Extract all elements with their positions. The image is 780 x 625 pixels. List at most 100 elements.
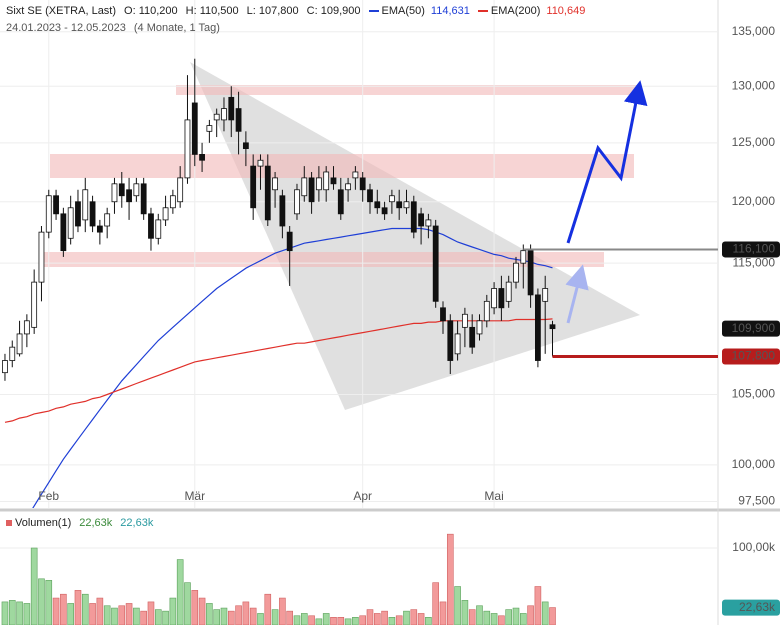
volume-bar	[176, 559, 184, 625]
candle-body	[140, 183, 147, 215]
y-tick-label: 115,000	[733, 255, 776, 269]
volume-bar	[242, 601, 250, 625]
candle-body	[133, 183, 140, 197]
candle-body	[418, 213, 424, 227]
candle-body	[169, 195, 176, 209]
candle-body	[520, 250, 527, 264]
candle-body	[476, 320, 483, 335]
candle-body	[235, 108, 242, 132]
candle-body	[279, 195, 286, 227]
volume-label: Volumen(1)	[15, 517, 72, 529]
volume-bar	[1, 601, 9, 625]
volume-bar	[45, 580, 53, 625]
candle-body	[272, 177, 278, 191]
volume-bar	[476, 605, 483, 625]
volume-bar	[96, 597, 104, 625]
volume-bar	[454, 586, 461, 625]
candle-body	[162, 207, 169, 221]
y-tick-label: 135,000	[732, 24, 776, 38]
volume-bar	[512, 607, 520, 625]
volume-bar	[133, 607, 140, 625]
candle-body	[308, 177, 315, 203]
candle-body	[469, 326, 476, 348]
candle-body	[45, 195, 52, 233]
volume-bar	[461, 600, 469, 625]
header-line: Sixt SE (XETRA, Last) O: 110,200 H: 110,…	[6, 5, 585, 17]
volume-bar	[527, 605, 534, 625]
candle-body	[242, 142, 249, 150]
volume-bar	[468, 609, 476, 625]
y-tick-label: 97,500	[738, 494, 775, 508]
triangle-pattern	[190, 62, 640, 410]
volume-bar	[330, 617, 337, 625]
legend-label: EMA(200)	[490, 5, 541, 17]
volume-bar	[235, 605, 242, 625]
volume-bar	[249, 607, 257, 625]
volume-bar	[206, 603, 213, 625]
candle-body	[483, 300, 490, 322]
candle-body	[440, 307, 446, 322]
candle-body	[96, 225, 103, 233]
last-volume-label: 22,63k	[739, 600, 776, 614]
volume-bar	[147, 601, 155, 625]
price-plot	[0, 0, 718, 508]
ema-line	[32, 227, 553, 508]
legend-swatch	[368, 10, 379, 13]
annotations	[40, 62, 640, 410]
volume-bar	[410, 609, 418, 625]
volume-bar	[498, 615, 505, 625]
candle-body	[53, 195, 59, 215]
volume-bar	[483, 610, 491, 625]
candle-body	[191, 102, 198, 155]
x-tick-label: Mär	[184, 489, 205, 503]
volume-header: Volumen(1) 22,63k 22,63k	[6, 517, 153, 529]
volume-bar	[352, 617, 359, 625]
x-tick-label: Apr	[353, 489, 372, 503]
volume-bar	[446, 533, 454, 625]
candle-body	[337, 189, 344, 215]
volume-bar	[220, 607, 228, 625]
candle-body	[359, 177, 366, 191]
candle-body	[301, 177, 308, 197]
candle-body	[454, 333, 461, 355]
volume-bar	[162, 610, 169, 625]
candle-body	[155, 219, 162, 239]
volume-bar	[111, 607, 118, 625]
candle-body	[16, 333, 23, 355]
volume-bar	[271, 609, 279, 625]
candle-body	[9, 346, 16, 361]
volume-bar	[293, 615, 301, 625]
candle-body	[118, 183, 125, 197]
candle-body	[425, 219, 432, 227]
volume-bar	[89, 603, 96, 625]
period: (4 Monate, 1 Tag)	[133, 22, 220, 34]
volume-bar	[541, 601, 549, 625]
candle-body	[199, 154, 205, 161]
volume-bar	[300, 613, 308, 625]
y-tick-label: 130,000	[732, 78, 776, 92]
volume-bar	[227, 610, 235, 625]
volume-bar	[322, 613, 330, 625]
y-tick-label: 120,000	[732, 194, 776, 208]
volume-bar	[81, 593, 89, 625]
legend: EMA(50) 114,631 EMA(200) 110,649	[368, 5, 585, 17]
volume-bar	[16, 601, 23, 625]
candle-body	[403, 201, 410, 209]
volume-bar	[505, 609, 512, 625]
candle-body	[294, 189, 300, 215]
legend-label: EMA(50)	[381, 5, 425, 17]
level-label: 107,800	[732, 349, 776, 363]
candle-body	[388, 195, 395, 203]
candle-body	[75, 201, 81, 227]
volume-bar	[184, 582, 191, 625]
candle-body	[257, 159, 264, 167]
volume-bar	[388, 617, 396, 625]
candle-body	[330, 177, 337, 185]
candle-body	[67, 207, 74, 239]
candle-body	[23, 320, 30, 335]
candle-body	[542, 288, 549, 302]
candle-body	[89, 201, 96, 227]
candle-body	[148, 213, 154, 239]
resistance-zone	[176, 85, 640, 95]
